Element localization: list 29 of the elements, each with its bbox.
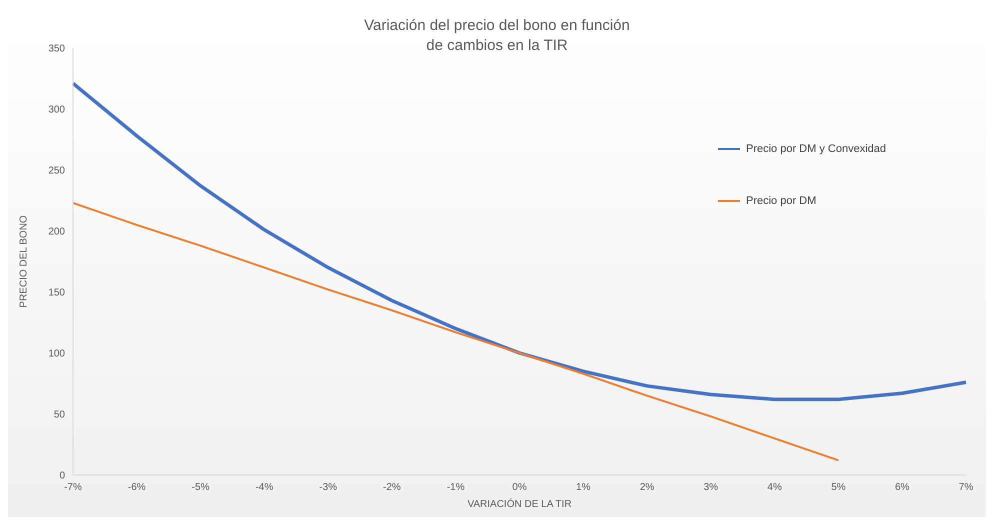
legend-label: Precio por DM — [744, 195, 818, 207]
y-tick-label: 300 — [48, 104, 66, 116]
x-tick-label: 4% — [767, 482, 782, 494]
x-tick-label: 3% — [704, 482, 718, 494]
x-tick-label: -2% — [383, 482, 401, 494]
line-series — [71, 82, 968, 402]
y-tick-label: 100 — [48, 348, 66, 360]
x-tick-label: 1% — [576, 482, 591, 494]
x-tick-label: -4% — [255, 482, 274, 494]
x-tick-label: 6% — [894, 482, 910, 494]
y-tick-label: 50 — [54, 410, 66, 421]
y-tick-label: 0 — [59, 470, 66, 482]
x-tick-label: 0% — [512, 482, 527, 494]
y-tick-label: 200 — [48, 226, 66, 238]
x-tick-label: -7% — [64, 482, 82, 494]
x-tick-label: -6% — [128, 482, 146, 494]
y-tick-label: 250 — [48, 166, 66, 177]
y-tick-label: 350 — [48, 44, 66, 55]
y-tick-label: 150 — [48, 288, 66, 299]
x-axis-title: VARIACIÓN DE LA TIR — [467, 498, 572, 510]
x-tick-label: -3% — [319, 482, 338, 494]
x-tick-label: -5% — [192, 482, 210, 494]
x-tick-label: 5% — [831, 482, 846, 494]
chart-title: Variación del precio del bono en función de cambios en la TIR — [363, 16, 631, 56]
x-tick-label: 7% — [958, 482, 974, 494]
y-axis-title: PRECIO DEL BONO — [18, 215, 30, 308]
x-tick-label: 2% — [640, 482, 654, 494]
legend-label: Precio por DM y Convexidad — [744, 143, 886, 155]
x-tick-label: -1% — [446, 482, 465, 494]
